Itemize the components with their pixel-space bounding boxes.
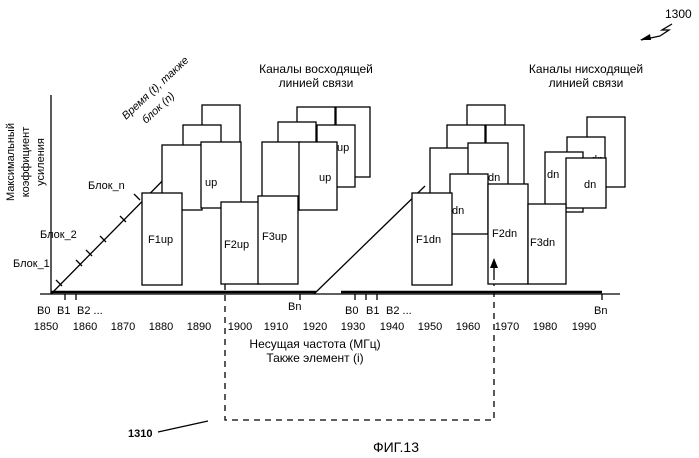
y-axis-label-line3: усиления bbox=[35, 138, 47, 186]
svg-text:усиления: усиления bbox=[35, 138, 47, 186]
downlink-marker-b1: B1 bbox=[366, 305, 379, 317]
downlink-channel-f1-label: F1dn bbox=[416, 234, 441, 246]
downlink-stack-label: dn bbox=[584, 179, 596, 191]
freq-tick: 1920 bbox=[303, 321, 327, 333]
frequency-axis-ticks bbox=[65, 294, 602, 300]
freq-tick: 1970 bbox=[495, 321, 519, 333]
figure-arrowhead-icon bbox=[640, 34, 651, 40]
svg-text:коэффициент: коэффициент bbox=[20, 127, 32, 198]
uplink-title-line1: Каналы восходящей bbox=[259, 62, 373, 76]
downlink-marker-bn: Bn bbox=[594, 305, 607, 317]
uplink-title-line2: линией связи bbox=[279, 76, 354, 90]
freq-tick: 1910 bbox=[264, 321, 288, 333]
downlink-stack-label: dn bbox=[547, 169, 559, 181]
downlink-title-line1: Каналы нисходящей bbox=[529, 62, 643, 76]
downlink-channel-f3-label: F3dn bbox=[530, 237, 555, 249]
x-axis-label-line1: Несущая частота (МГц) bbox=[249, 337, 380, 351]
downlink-marker-b2: B2 ... bbox=[386, 305, 412, 317]
freq-tick: 1860 bbox=[73, 321, 97, 333]
freq-tick: 1880 bbox=[149, 321, 173, 333]
downlink-marker-b0: B0 bbox=[345, 305, 358, 317]
block-1-label: Блок_1 bbox=[13, 258, 50, 270]
uplink-stack-label: up bbox=[205, 177, 217, 189]
uplink-stack-label: up bbox=[337, 142, 349, 154]
downlink-title-line2: линией связи bbox=[549, 76, 624, 90]
downlink-stack-label: dn bbox=[488, 172, 500, 184]
downlink-channel-f2-label: F2dn bbox=[492, 228, 517, 240]
freq-tick: 1870 bbox=[111, 321, 135, 333]
freq-tick: 1980 bbox=[533, 321, 557, 333]
y-axis-label-line1: Максимальный bbox=[5, 123, 17, 201]
downlink-stack-label: dn bbox=[452, 205, 464, 217]
uplink-marker-b1: B1 bbox=[57, 305, 70, 317]
element-1310-leader bbox=[158, 421, 208, 432]
downlink-box bbox=[450, 174, 488, 234]
uplink-marker-bn: Bn bbox=[288, 301, 301, 313]
block-n-label: Блок_n bbox=[88, 180, 125, 192]
uplink-channel-stack: up up up up F1up F2up F3up bbox=[142, 105, 370, 285]
block-n-tick bbox=[134, 194, 140, 200]
element-1310-label: 1310 bbox=[128, 428, 152, 440]
uplink-marker-b0: B0 bbox=[37, 305, 50, 317]
uplink-stack-label: up bbox=[319, 172, 331, 184]
svg-text:Максимальный: Максимальный bbox=[5, 123, 17, 201]
uplink-channel-f1-label: F1up bbox=[148, 234, 173, 246]
freq-tick: 1960 bbox=[456, 321, 480, 333]
uplink-box bbox=[299, 142, 337, 210]
freq-tick: 1850 bbox=[34, 321, 58, 333]
freq-tick: 1930 bbox=[341, 321, 365, 333]
block-2-label: Блок_2 bbox=[40, 229, 77, 241]
frequency-tick-labels: 1850 1860 1870 1880 1890 1900 1910 1920 … bbox=[34, 321, 596, 333]
freq-tick: 1900 bbox=[228, 321, 252, 333]
downlink-channel-stack: dn dn dn dn dn dn F1dn F2dn F3dn bbox=[412, 105, 625, 285]
uplink-channel-f2-label: F2up bbox=[224, 239, 249, 251]
freq-tick: 1890 bbox=[187, 321, 211, 333]
freq-tick: 1990 bbox=[572, 321, 596, 333]
figure-zigzag-arrow bbox=[660, 24, 672, 36]
figure-caption: ФИГ.13 bbox=[373, 439, 419, 455]
freq-tick: 1940 bbox=[380, 321, 404, 333]
uplink-box bbox=[201, 142, 241, 208]
x-axis-label-line2: Также элемент (i) bbox=[266, 351, 363, 365]
figure-number: 1300 bbox=[665, 7, 692, 21]
uplink-marker-b2: B2 ... bbox=[77, 305, 103, 317]
uplink-channel-f3-label: F3up bbox=[262, 231, 287, 243]
freq-tick: 1950 bbox=[418, 321, 442, 333]
y-axis-label-line2: коэффициент bbox=[20, 127, 32, 198]
